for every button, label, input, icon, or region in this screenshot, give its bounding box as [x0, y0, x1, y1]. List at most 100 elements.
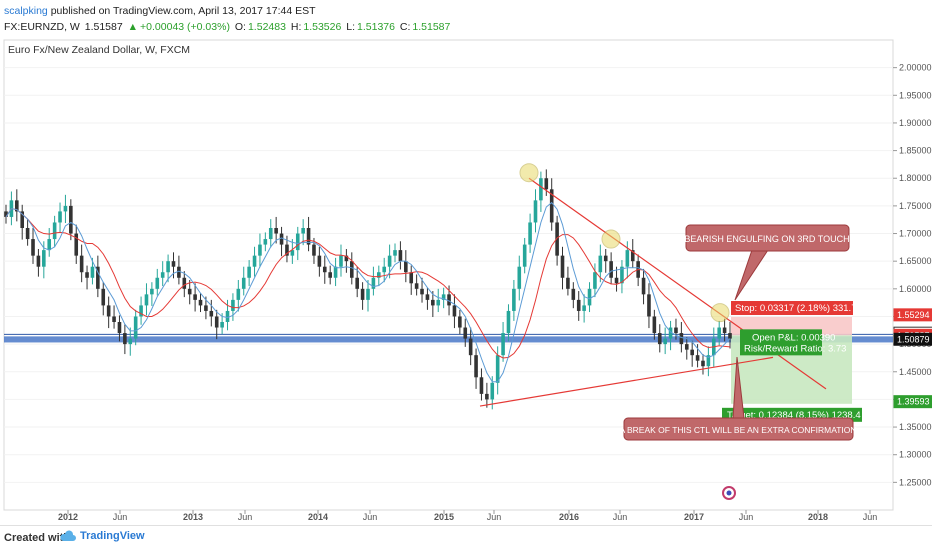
candle-body — [441, 294, 446, 300]
candle-body — [620, 266, 624, 284]
candle-body — [285, 244, 289, 256]
candle-body — [679, 333, 684, 345]
candle-body — [560, 255, 565, 278]
y-tick-label: 2.00000 — [899, 63, 932, 73]
candle-body — [182, 277, 187, 289]
candle-body — [668, 327, 673, 339]
candle-body — [663, 338, 667, 345]
high-value: 1.53526 — [303, 21, 342, 33]
candle-body — [133, 316, 138, 339]
candle-body — [312, 244, 316, 256]
break-callout: A BREAK OF THIS CTL WILL BE AN EXTRA CON… — [619, 356, 857, 441]
candle-body — [79, 255, 84, 273]
candle-body — [603, 255, 608, 262]
candle-body — [112, 316, 116, 322]
low-label: L: — [346, 21, 356, 33]
x-tick-label: 2015 — [434, 512, 454, 522]
candle-body — [458, 316, 462, 328]
y-tick-label: 1.85000 — [899, 146, 932, 156]
candle-body — [517, 266, 522, 289]
candle-body — [322, 266, 327, 273]
tradingview-logo[interactable]: TradingView — [60, 530, 145, 542]
candle-body — [193, 294, 197, 300]
cloud-icon — [60, 530, 76, 541]
candle-body — [598, 255, 603, 273]
price-marker — [893, 332, 932, 346]
candle-body — [533, 200, 538, 223]
x-tick-label: Jun — [613, 512, 628, 522]
y-tick-label: 1.70000 — [899, 229, 932, 239]
candle-body — [409, 272, 414, 284]
support-zone — [4, 336, 893, 343]
y-tick-label: 1.75000 — [899, 201, 932, 211]
low-value: 1.51376 — [357, 21, 395, 33]
candle-body — [701, 360, 705, 367]
candle-body — [728, 333, 732, 339]
x-tick-label: Jun — [238, 512, 253, 522]
candle-body — [268, 228, 273, 240]
candle-body — [225, 310, 230, 322]
high-label: H: — [290, 21, 302, 33]
candle-body — [555, 222, 559, 256]
event-marker-dot — [726, 490, 732, 496]
x-tick-label: 2013 — [183, 512, 203, 522]
candle-body — [31, 239, 35, 256]
candle-body — [231, 299, 235, 311]
candle-body — [717, 327, 721, 339]
chart-header: scalpking published on TradingView.com, … — [4, 3, 452, 35]
candle-body — [274, 228, 278, 234]
candle-body — [447, 294, 451, 306]
y-tick-label: 1.80000 — [899, 173, 932, 183]
price-change: +0.00043 (+0.03%) — [140, 21, 230, 33]
candle-body — [349, 261, 354, 278]
candle-body — [317, 255, 322, 267]
last-price: 1.51587 — [84, 21, 123, 33]
candle-body — [144, 294, 149, 306]
candle-body — [171, 261, 176, 267]
candle-body — [695, 355, 700, 361]
candle-body — [387, 255, 392, 267]
candle-body — [625, 250, 630, 267]
candle-body — [377, 272, 381, 278]
candle-body — [436, 299, 441, 306]
touch-marker — [601, 229, 621, 249]
candle-body — [490, 382, 495, 400]
author-link[interactable]: scalpking — [4, 5, 48, 17]
candle-body — [706, 355, 711, 367]
candle-body — [506, 310, 511, 334]
y-tick-label: 1.90000 — [899, 118, 932, 128]
candle-body — [360, 288, 365, 300]
candle-body — [684, 344, 689, 350]
candle-body — [69, 205, 73, 234]
up-arrow-icon: ▲ — [127, 21, 139, 33]
candle-body — [63, 205, 68, 212]
brand-label: TradingView — [80, 530, 145, 542]
candle-body — [36, 255, 41, 267]
candle-body — [4, 211, 8, 217]
price-marker-label: 1.39593 — [897, 397, 930, 407]
candle-body — [485, 393, 489, 400]
candle-body — [339, 255, 343, 267]
footer: Created with TradingView — [0, 525, 932, 551]
x-tick-label: 2017 — [684, 512, 704, 522]
stop-label-text: Stop: 0.03317 (2.18%) 331.7 — [735, 303, 856, 314]
moving-average-red — [5, 208, 731, 359]
candle-body — [398, 250, 403, 262]
candle-body — [279, 233, 284, 245]
candle-body — [258, 244, 262, 256]
candle-body — [414, 283, 419, 289]
candle-body — [295, 233, 300, 251]
candle-body — [674, 327, 678, 334]
candle-body — [393, 250, 397, 256]
price-marker-label: 1.55294 — [897, 310, 930, 320]
candle-body — [539, 178, 543, 201]
candle-body — [187, 288, 192, 295]
candle-body — [657, 333, 662, 345]
rr-label-text: Risk/Reward Ratio: 3.73 — [744, 343, 846, 354]
publish-text: published on TradingView.com, April 13, … — [50, 5, 316, 17]
candle-body — [74, 233, 79, 256]
candle-body — [609, 261, 613, 278]
candle-body — [495, 355, 500, 383]
chart-title: Euro Fx/New Zealand Dollar, W, FXCM — [8, 44, 191, 56]
